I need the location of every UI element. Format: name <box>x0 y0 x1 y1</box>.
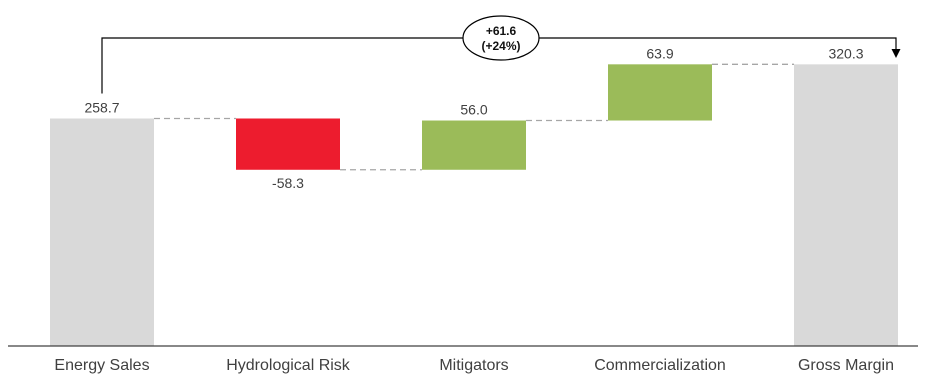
value-label-mitigators: 56.0 <box>460 102 487 118</box>
bar-energy-sales <box>50 118 154 346</box>
value-label-commercialization: 63.9 <box>646 45 673 61</box>
delta-value-label: +61.6 <box>486 24 517 38</box>
bar-hydrological-risk <box>236 118 340 170</box>
value-labels-group: 258.7 -58.3 56.0 63.9 320.3 <box>84 45 863 190</box>
category-label-energy-sales: Energy Sales <box>54 357 149 374</box>
connector-lines <box>154 63 794 171</box>
category-label-gross-margin: Gross Margin <box>798 357 894 374</box>
change-annotation: +61.6 (+24%) <box>101 15 901 94</box>
category-label-commercialization: Commercialization <box>594 357 726 374</box>
bars-group <box>50 64 898 347</box>
value-label-energy-sales: 258.7 <box>84 99 119 115</box>
bar-mitigators <box>422 120 526 170</box>
bar-commercialization <box>608 64 712 121</box>
category-label-hydrological-risk: Hydrological Risk <box>226 357 351 374</box>
delta-badge <box>462 15 540 61</box>
category-label-mitigators: Mitigators <box>439 357 508 374</box>
bracket-arrowhead <box>891 49 901 58</box>
value-label-hydrological-risk: -58.3 <box>272 175 304 191</box>
bar-gross-margin <box>794 64 898 347</box>
value-label-gross-margin: 320.3 <box>828 45 863 61</box>
delta-percent-label: (+24%) <box>481 39 520 53</box>
category-labels-group: Energy Sales Hydrological Risk Mitigators C… <box>54 357 894 374</box>
